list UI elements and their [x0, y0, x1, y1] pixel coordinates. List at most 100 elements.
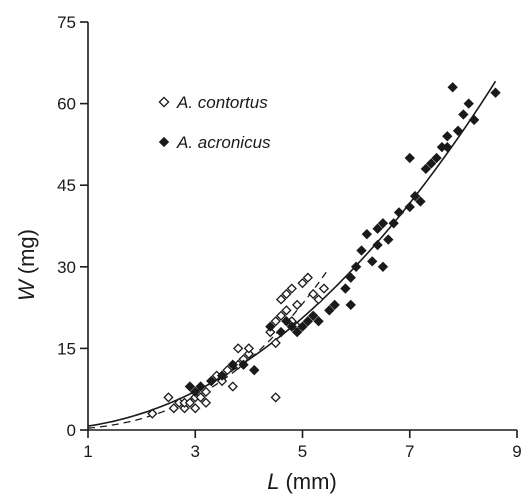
- point-contortus: [302, 272, 313, 283]
- point-acronicus: [468, 114, 480, 126]
- point-acronicus: [275, 326, 287, 338]
- point-contortus: [297, 278, 308, 289]
- y-tick-label: 45: [57, 176, 76, 195]
- point-acronicus: [249, 364, 260, 376]
- point-acronicus: [206, 375, 217, 387]
- point-acronicus: [372, 223, 383, 234]
- legend: A. contortus A. acronicus: [158, 93, 271, 152]
- x-tick-label: 9: [512, 442, 521, 461]
- point-contortus: [163, 392, 174, 403]
- point-acronicus: [388, 218, 399, 229]
- point-contortus: [281, 305, 292, 316]
- point-acronicus: [452, 125, 464, 136]
- x-axis-var: L: [267, 469, 279, 494]
- point-contortus: [195, 392, 206, 403]
- point-acronicus: [409, 190, 421, 202]
- y-tick-label: 15: [57, 339, 76, 358]
- point-acronicus: [404, 152, 415, 164]
- point-contortus: [190, 403, 201, 414]
- point-acronicus: [195, 381, 206, 392]
- y-tick-label: 0: [67, 421, 76, 440]
- point-contortus: [147, 408, 158, 419]
- point-acronicus: [184, 381, 196, 392]
- point-acronicus: [361, 228, 373, 240]
- legend-label: A. acronicus: [176, 133, 271, 152]
- point-acronicus: [216, 370, 228, 381]
- point-contortus: [243, 348, 254, 359]
- point-contortus: [308, 288, 319, 300]
- point-contortus: [168, 403, 179, 414]
- y-axis-title: W (mg): [14, 229, 39, 301]
- point-acronicus: [238, 359, 249, 370]
- point-contortus: [227, 381, 238, 392]
- point-contortus: [281, 288, 292, 300]
- point-contortus: [216, 375, 228, 387]
- point-acronicus: [190, 386, 201, 398]
- point-acronicus: [324, 305, 335, 316]
- point-contortus: [286, 283, 297, 294]
- x-tick-label: 1: [83, 442, 92, 461]
- point-acronicus: [383, 234, 394, 245]
- legend-label: A. contortus: [176, 93, 268, 112]
- point-acronicus: [431, 152, 442, 164]
- point-acronicus: [356, 245, 367, 256]
- point-acronicus: [377, 218, 389, 229]
- point-acronicus: [420, 163, 432, 175]
- point-acronicus: [302, 316, 314, 327]
- x-tick-label: 5: [298, 442, 307, 461]
- point-contortus: [270, 337, 281, 349]
- point-contortus: [292, 299, 303, 310]
- point-contortus: [275, 294, 287, 305]
- point-contortus: [318, 283, 330, 294]
- point-acronicus: [372, 239, 383, 251]
- y-axis-unit: (mg): [14, 229, 39, 274]
- point-acronicus: [313, 316, 324, 327]
- point-acronicus: [442, 131, 453, 142]
- point-contortus: [222, 365, 233, 376]
- point-acronicus: [463, 98, 474, 109]
- point-acronicus: [291, 326, 303, 338]
- point-acronicus: [447, 82, 458, 93]
- point-acronicus: [281, 316, 292, 327]
- point-acronicus: [329, 299, 340, 311]
- point-acronicus: [265, 321, 276, 332]
- legend-marker: [158, 136, 170, 148]
- point-contortus: [270, 392, 281, 403]
- point-acronicus: [377, 261, 389, 272]
- x-tick-label: 3: [191, 442, 200, 461]
- point-contortus: [265, 326, 276, 338]
- point-contortus: [179, 403, 190, 414]
- point-acronicus: [367, 256, 378, 267]
- point-acronicus: [404, 201, 415, 213]
- data-points: [147, 82, 501, 419]
- point-acronicus: [350, 261, 362, 272]
- y-axis-var: W: [14, 278, 39, 301]
- point-acronicus: [426, 158, 437, 169]
- point-contortus: [200, 397, 212, 408]
- point-acronicus: [442, 141, 453, 153]
- point-acronicus: [458, 109, 469, 120]
- point-contortus: [184, 397, 196, 408]
- point-acronicus: [227, 359, 238, 370]
- point-contortus: [243, 343, 254, 354]
- point-acronicus: [297, 321, 308, 332]
- point-acronicus: [286, 321, 297, 332]
- y-tick-label: 60: [57, 95, 76, 114]
- point-acronicus: [393, 207, 405, 218]
- point-contortus: [233, 343, 244, 354]
- point-acronicus: [490, 87, 501, 98]
- point-acronicus: [340, 283, 351, 294]
- fit-curve-acronicus: [87, 80, 497, 427]
- point-contortus: [275, 310, 287, 321]
- x-tick-label: 7: [405, 442, 414, 461]
- fit-curves: [87, 80, 497, 429]
- point-acronicus: [345, 299, 356, 311]
- point-contortus: [313, 294, 324, 305]
- point-acronicus: [345, 272, 356, 283]
- legend-marker: [158, 96, 170, 108]
- point-acronicus: [415, 196, 426, 207]
- point-contortus: [200, 386, 212, 398]
- x-axis-title: L (mm): [267, 469, 337, 494]
- x-axis-unit: (mm): [285, 469, 336, 494]
